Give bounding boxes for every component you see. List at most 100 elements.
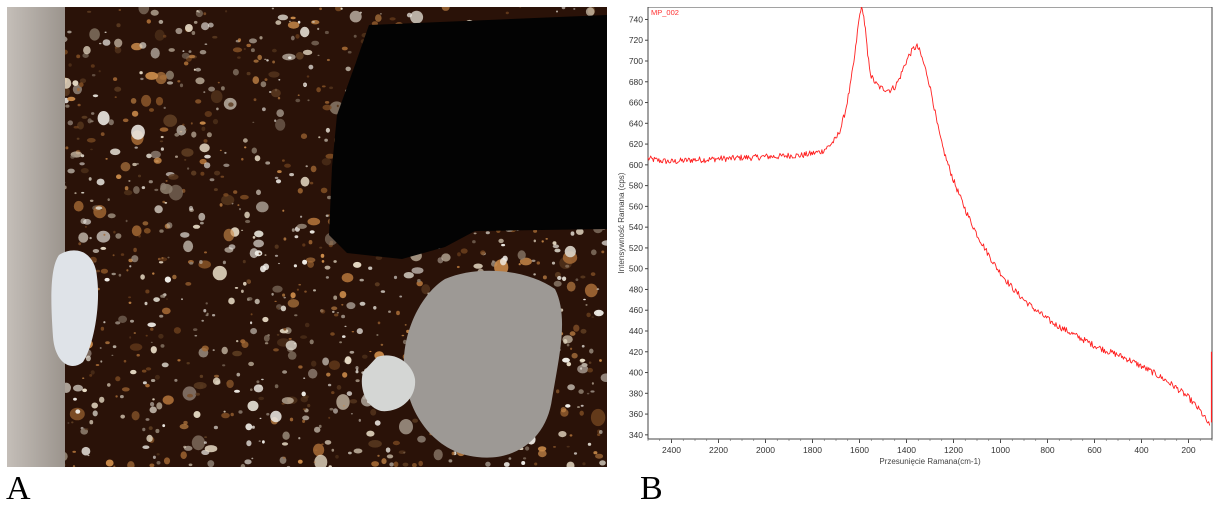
mineral-grain <box>138 7 150 15</box>
mineral-grain <box>240 194 249 200</box>
mineral-grain <box>317 27 320 31</box>
mineral-grain <box>142 221 149 226</box>
mineral-grain <box>250 328 257 335</box>
mineral-grain <box>131 110 139 117</box>
x-tick-label: 400 <box>1134 445 1148 455</box>
mineral-grain <box>277 14 289 21</box>
mineral-grain <box>320 187 328 194</box>
mineral-grain <box>145 418 150 421</box>
mineral-grain <box>250 313 253 316</box>
mineral-grain <box>233 190 238 194</box>
mineral-grain <box>113 465 116 467</box>
mineral-grain <box>294 314 298 317</box>
mineral-grain <box>113 230 116 234</box>
mineral-grain <box>97 111 110 126</box>
mineral-grain <box>252 76 260 84</box>
mineral-grain <box>161 362 169 368</box>
mineral-grain <box>200 221 204 225</box>
mineral-grain <box>307 217 321 226</box>
mineral-grain <box>403 272 414 279</box>
y-tick-label: 720 <box>629 35 643 45</box>
mineral-grain <box>307 260 314 268</box>
mineral-grain <box>533 273 536 276</box>
mineral-grain <box>149 406 157 414</box>
mineral-grain <box>418 460 424 467</box>
mineral-grain <box>85 355 91 362</box>
mineral-grain <box>77 103 81 107</box>
mineral-grain <box>298 283 302 286</box>
mineral-grain <box>152 272 155 275</box>
mineral-grain <box>92 249 100 253</box>
mineral-grain <box>89 236 92 240</box>
mineral-grain <box>308 64 314 70</box>
y-tick-label: 740 <box>629 14 643 24</box>
mineral-grain <box>275 20 282 25</box>
mineral-grain <box>402 462 409 467</box>
mineral-grain <box>143 228 151 234</box>
mineral-grain <box>399 419 413 435</box>
mineral-grain <box>309 230 315 234</box>
mineral-grain <box>289 173 294 177</box>
mineral-grain <box>396 310 400 316</box>
mineral-grain <box>256 201 269 213</box>
mineral-grain <box>228 244 236 250</box>
mineral-grain <box>304 322 310 328</box>
mineral-grain <box>264 254 267 256</box>
mineral-grain <box>262 316 269 323</box>
mineral-grain <box>181 148 194 157</box>
mineral-grain <box>311 20 320 25</box>
mineral-grain <box>277 262 281 265</box>
mineral-grain <box>107 198 110 202</box>
mineral-grain <box>332 310 335 313</box>
mineral-grain <box>591 249 597 256</box>
mineral-grain <box>95 269 101 273</box>
mineral-grain <box>103 233 106 236</box>
mineral-grain <box>290 292 296 299</box>
mineral-grain <box>597 433 601 436</box>
mineral-grain <box>142 427 146 432</box>
mineral-grain <box>314 454 328 467</box>
y-axis-ticks: 340 360 380 400 420 440 460 480 500 520 540 560 580 6… <box>629 14 648 440</box>
mineral-grain <box>212 314 216 317</box>
mineral-grain <box>246 71 251 76</box>
mineral-grain <box>410 10 424 24</box>
mineral-grain <box>102 39 111 46</box>
mineral-grain <box>118 273 122 277</box>
mineral-grain <box>575 278 579 282</box>
mineral-grain <box>124 186 129 191</box>
mineral-grain <box>185 24 193 32</box>
mineral-grain <box>81 446 91 456</box>
mineral-grain <box>121 387 130 392</box>
mineral-grain <box>346 391 353 396</box>
mineral-grain <box>103 321 106 324</box>
mineral-grain <box>182 386 197 401</box>
mineral-grain <box>374 420 381 426</box>
mineral-grain <box>441 253 451 262</box>
mineral-grain <box>321 158 332 166</box>
mineral-grain <box>133 186 140 194</box>
mineral-grain <box>320 309 326 314</box>
mineral-grain <box>333 260 337 263</box>
mineral-grain <box>295 52 304 60</box>
mineral-grain <box>551 261 556 265</box>
mineral-grain <box>141 186 146 190</box>
mineral-grain <box>587 442 592 446</box>
y-tick-label: 360 <box>629 409 643 419</box>
mineral-grain <box>347 50 352 54</box>
mineral-grain <box>191 131 197 138</box>
mineral-grain <box>195 67 202 72</box>
mineral-grain <box>284 163 291 168</box>
mineral-grain <box>295 98 301 103</box>
mineral-grain <box>156 402 163 410</box>
mineral-grain <box>258 384 262 388</box>
mineral-grain <box>184 158 187 161</box>
mineral-grain <box>308 368 318 379</box>
mineral-grain <box>120 253 125 256</box>
mineral-grain <box>287 299 300 308</box>
mineral-grain <box>491 260 495 263</box>
mineral-grain <box>259 417 262 420</box>
mineral-grain <box>569 434 573 437</box>
mineral-grain <box>190 122 193 125</box>
mineral-grain <box>195 392 200 396</box>
y-tick-label: 620 <box>629 139 643 149</box>
